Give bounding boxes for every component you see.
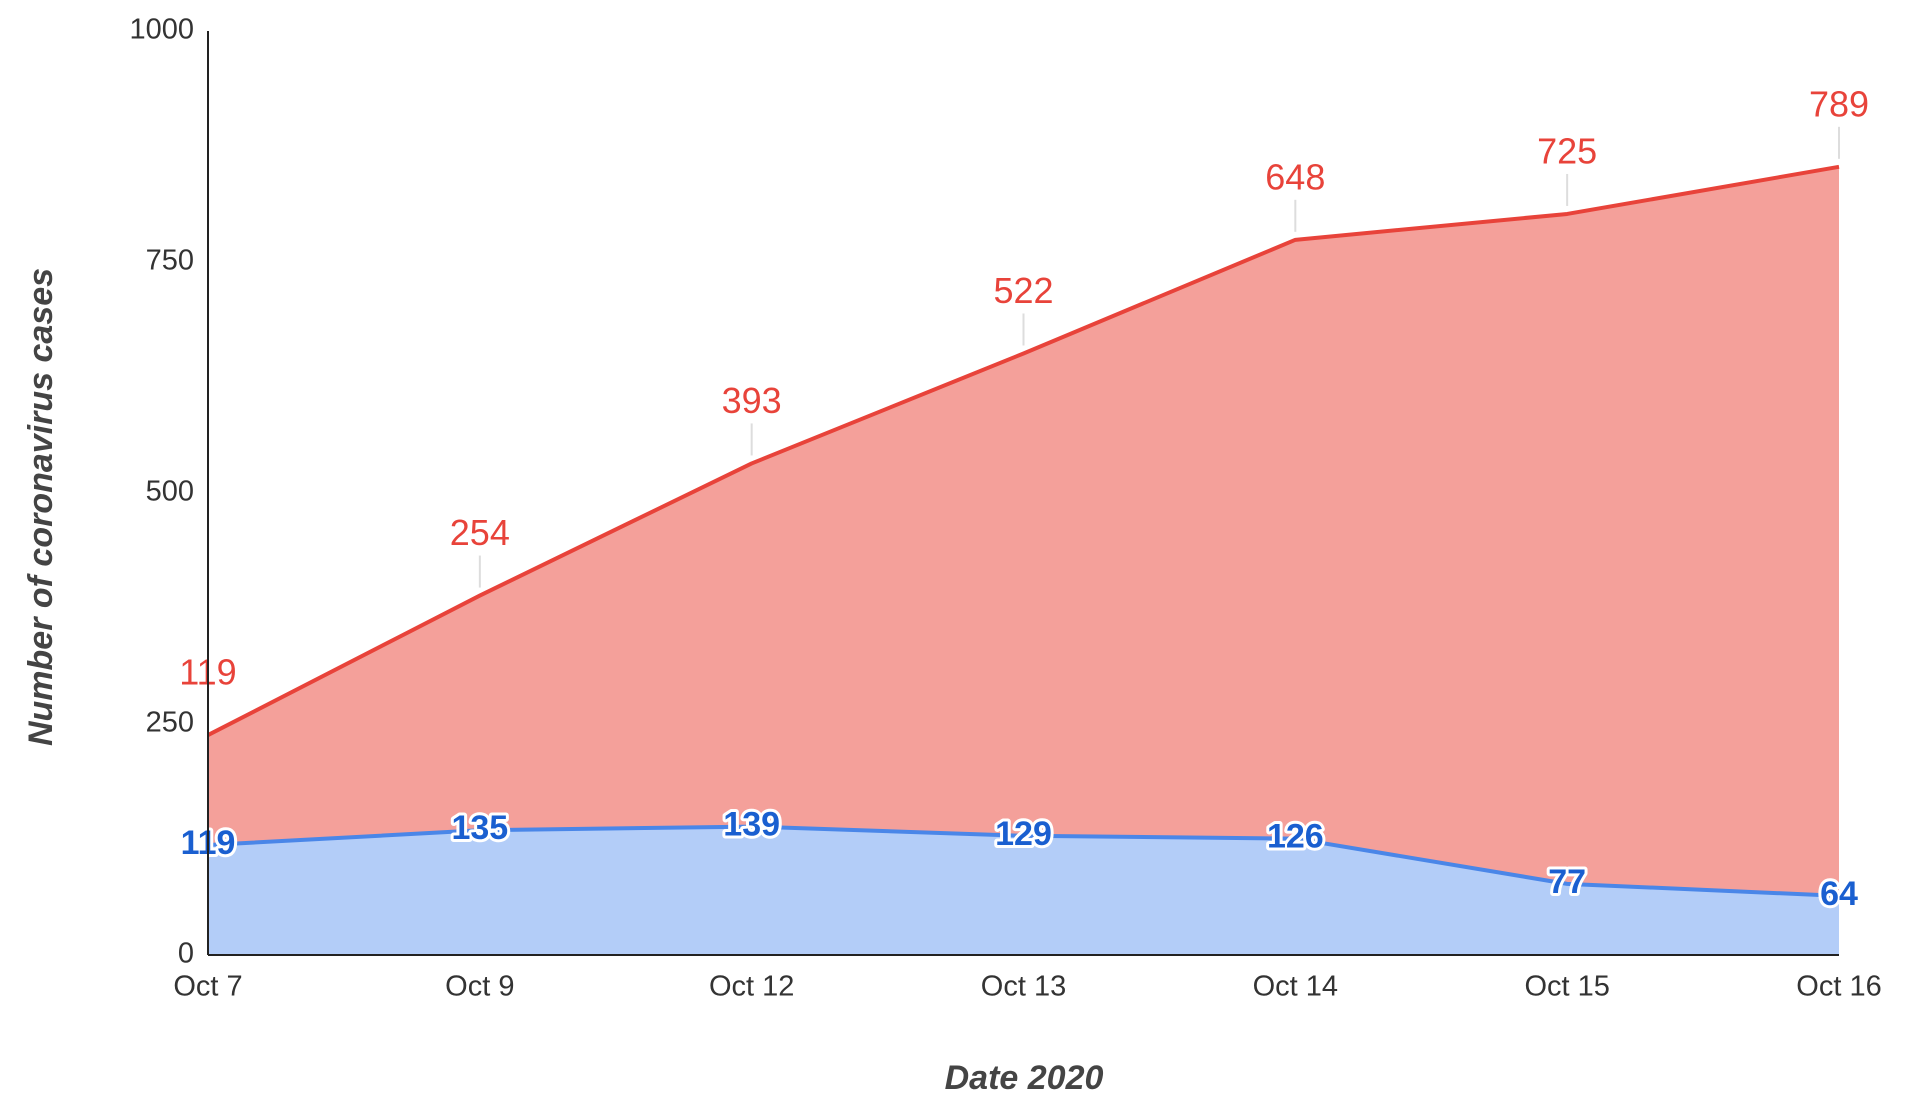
areas [208,166,1839,955]
data-label: 129 [995,815,1052,853]
lines [207,164,1840,898]
data-label: 393 [722,380,782,421]
area [208,166,1839,896]
x-tick-label: Oct 7 [173,971,242,1003]
x-axis-title: Date 2020 [945,1059,1104,1097]
y-tick-label: 1000 [129,14,194,46]
x-tick-label: Oct 9 [445,971,514,1003]
data-label: 789 [1809,83,1869,124]
x-tick-label: Oct 15 [1524,971,1609,1003]
line [207,164,1840,737]
data-label: 139 [723,806,780,844]
x-tick-label: Oct 13 [981,971,1066,1003]
line [207,824,1840,898]
y-tick-label: 250 [146,707,194,739]
x-tick-label: Oct 14 [1253,971,1338,1003]
data-label: 126 [1267,818,1324,856]
data-label: 77 [1548,863,1586,901]
data-label: 254 [450,512,510,553]
x-tick-label: Oct 12 [709,971,794,1003]
y-tick-label: 750 [146,245,194,277]
y-tick-label: 0 [178,938,194,970]
data-label: 64 [1820,875,1858,913]
y-tick-label: 500 [146,476,194,508]
data-label: 648 [1265,156,1325,197]
x-tick-label: Oct 16 [1796,971,1881,1003]
data-label: 135 [451,809,508,847]
data-label: 725 [1537,130,1597,171]
area [208,826,1839,955]
y-axis-title: Number of coronavirus cases [22,268,60,746]
data-label: 522 [993,270,1053,311]
